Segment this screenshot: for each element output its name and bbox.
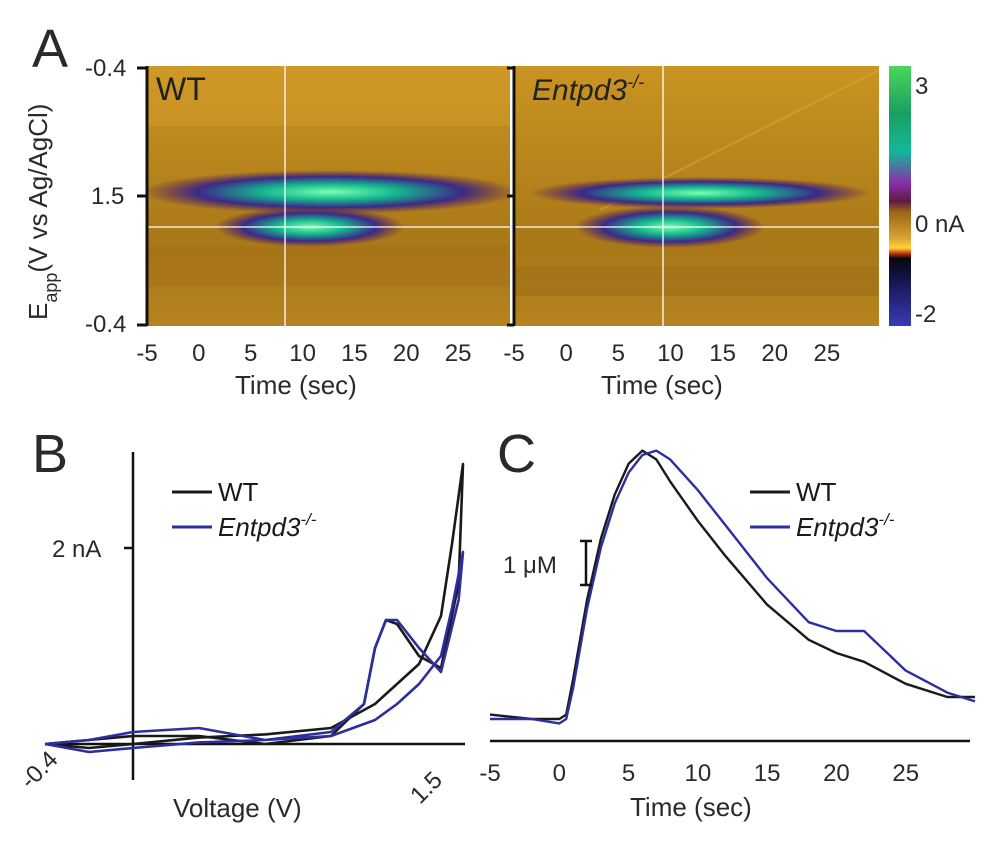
conc-legend-wt-label: WT [796,477,837,507]
heatmap-ytick-top: -0.4 [85,55,126,82]
panel-a-label: A [32,19,68,79]
cv-xtick-left: -0.4 [15,746,63,794]
panel-c-label: C [497,424,536,484]
colorbar [889,66,911,326]
conc-xtick-label: -5 [479,760,500,787]
conc-xtick-label: 20 [823,760,850,787]
colorbar-zero-label: 0 nA [915,211,964,238]
xtick-label: 5 [612,340,625,367]
colorbar-max-label: 3 [915,73,928,100]
xtick-label: 0 [559,340,572,367]
cv-legend-wt-label: WT [218,477,259,507]
heatmap-wt-highband [147,66,510,126]
heatmap-ko-band-upper [530,177,870,209]
conc-xtick-label: 15 [754,760,781,787]
xtick-label: 15 [709,340,736,367]
heatmap-ko-lowband [514,266,879,296]
heatmap-ytick-bottom: -0.4 [85,311,126,338]
xtick-label: 25 [814,340,841,367]
xtick-label: -5 [136,340,157,367]
colorbar-min-label: -2 [915,301,936,328]
conc-xtick-label: 0 [553,760,566,787]
xtick-label: 10 [289,340,316,367]
cv-ytick-label: 2 nA [52,536,101,563]
heatmap-wt-xticks: -5 0 5 10 15 20 25 [136,340,471,367]
xtick-label: 20 [393,340,420,367]
heatmap-ylabel: Eapp(V vs Ag/AgCl) [23,104,61,320]
heatmap-ko-title: Entpd3-/- [532,72,644,107]
cv-plot-area [44,462,465,754]
conc-line-wt [489,449,975,721]
conc-xtick-label: 10 [685,760,712,787]
cv-xlabel: Voltage (V) [173,793,302,823]
conc-line-ko [490,449,976,725]
heatmap-ko [514,66,879,326]
conc-plot-area [489,449,976,725]
conc-legend-ko-label: Entpd3-/- [796,510,895,542]
conc-xtick-label: 5 [622,760,635,787]
conc-xlabel: Time (sec) [630,792,752,822]
xtick-label: 5 [244,340,257,367]
xtick-label: 10 [657,340,684,367]
panel-b-label: B [32,424,68,484]
conc-xticks: -5 0 5 10 15 20 25 [479,760,919,787]
cv-legend-ko-label: Entpd3-/- [218,510,317,542]
heatmap-wt-lowband [147,246,510,286]
heatmap-ko-xlabel: Time (sec) [601,370,723,400]
conc-scale-bar [580,539,592,587]
heatmap-wt-band-upper [147,170,510,214]
heatmap-wt-xlabel: Time (sec) [235,370,357,400]
heatmap-wt [147,66,510,326]
xtick-label: 0 [192,340,205,367]
xtick-label: 15 [341,340,368,367]
conc-xtick-label: 25 [892,760,919,787]
heatmap-wt-title: WT [156,71,206,107]
cv-xtick-right: 1.5 [405,767,448,810]
cv-line-ko [44,550,465,754]
xtick-label: -5 [503,340,524,367]
xtick-label: 25 [445,340,472,367]
conc-scale-bar-label: 1 μM [503,552,557,579]
cv-line-wt [44,462,465,750]
xtick-label: 20 [761,340,788,367]
heatmap-ko-xticks: -5 0 5 10 15 20 25 [503,340,840,367]
heatmap-ytick-mid: 1.5 [91,183,124,210]
